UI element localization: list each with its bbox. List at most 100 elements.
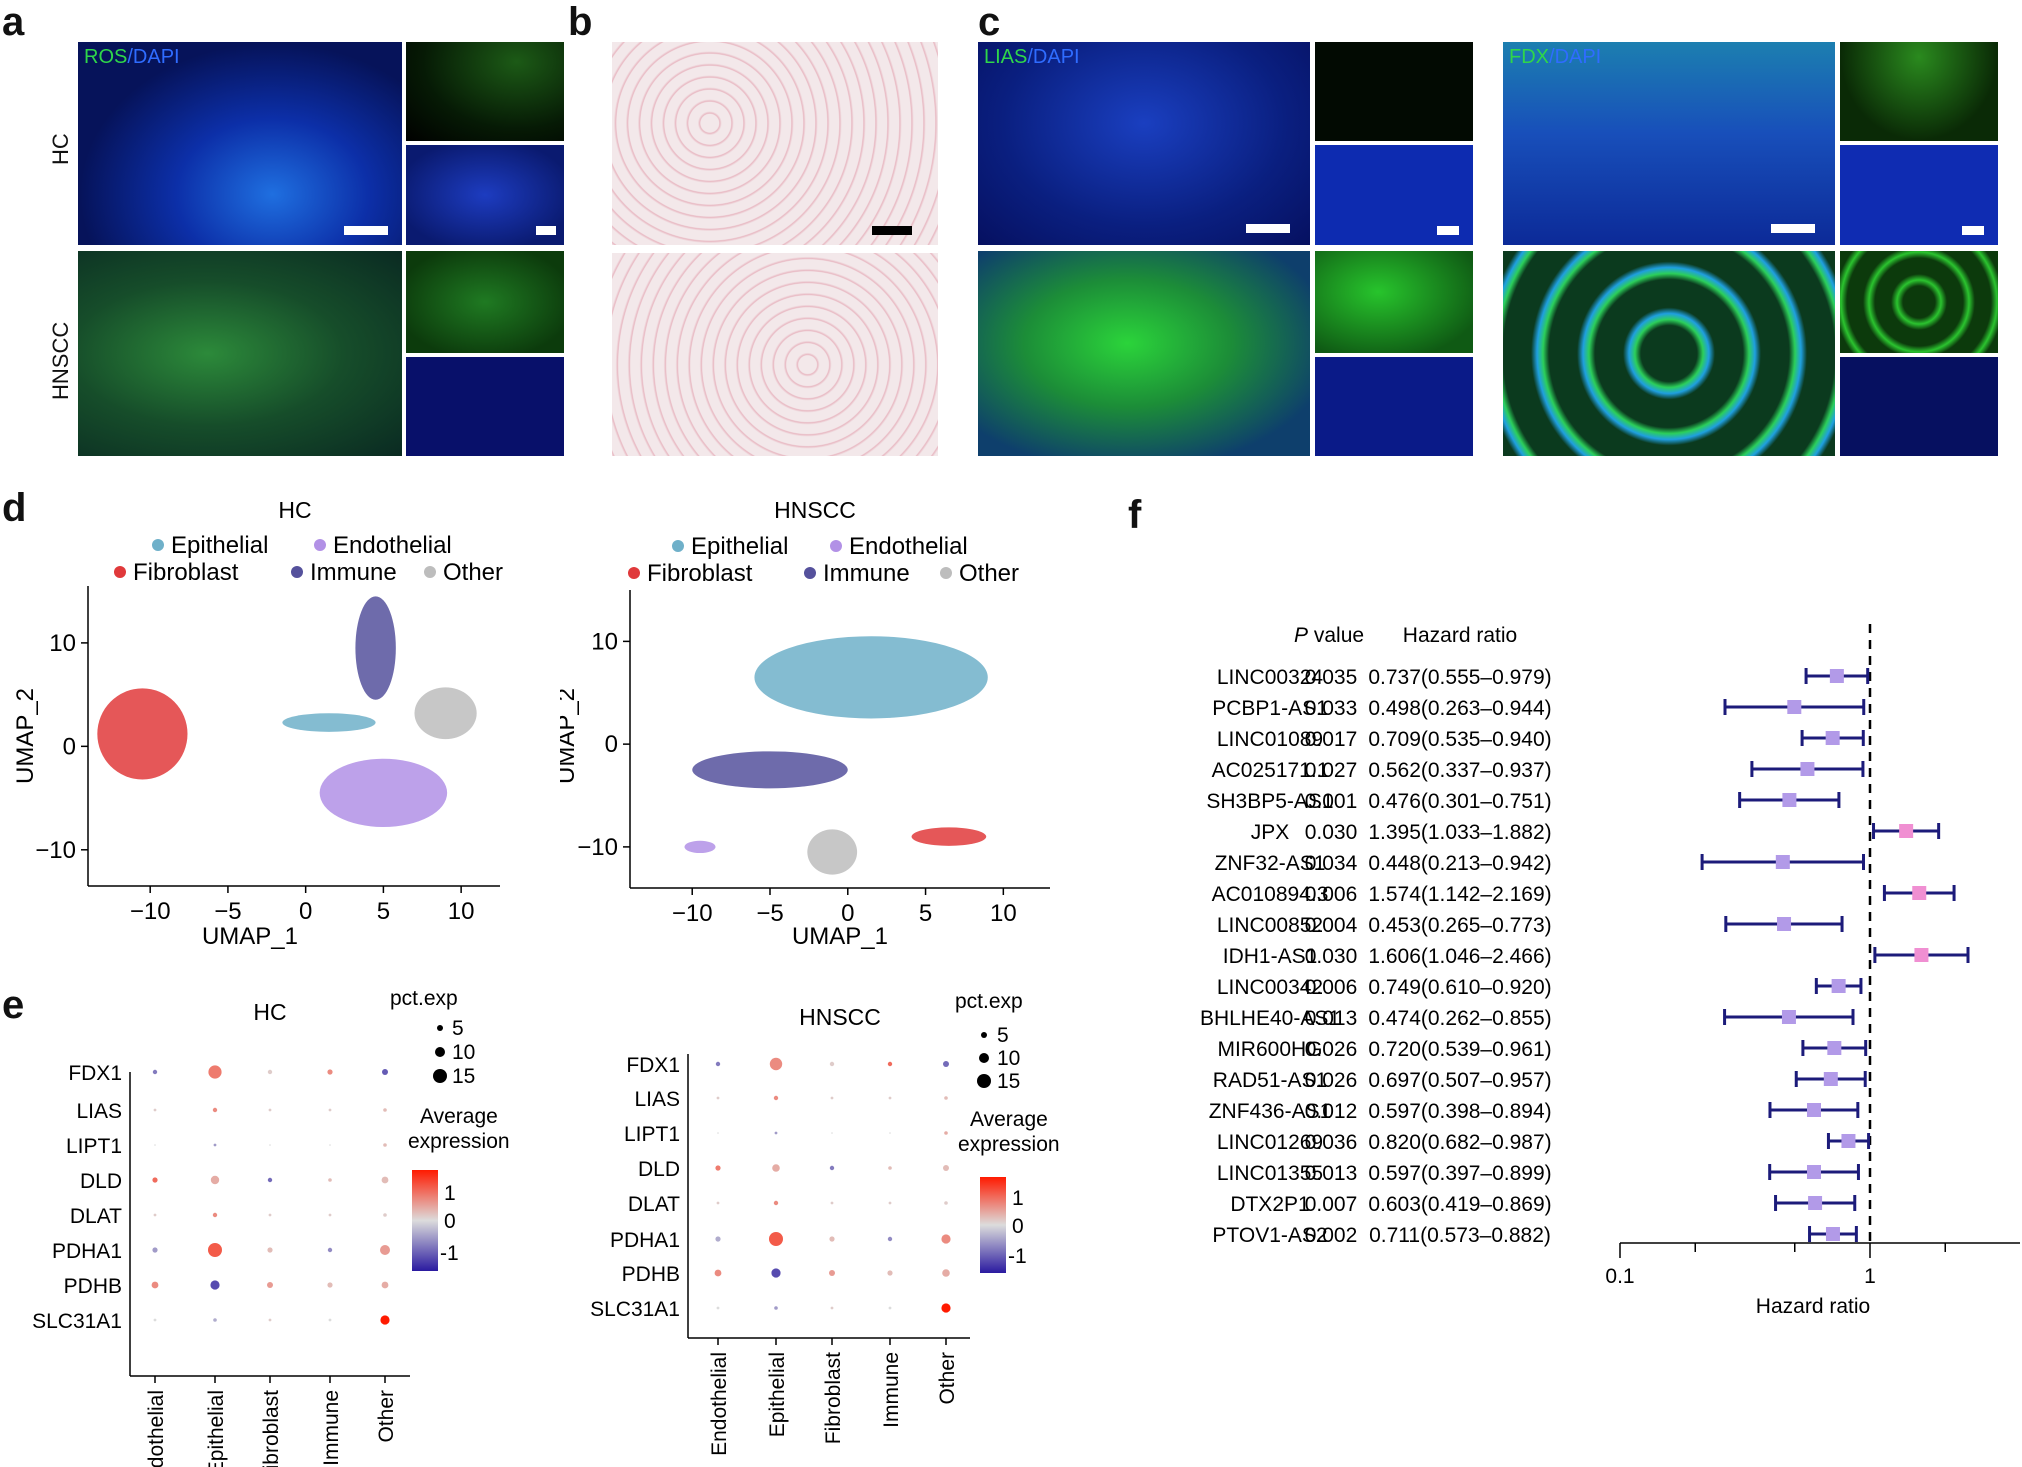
legend-label-epithelial: Epithelial [691,533,788,560]
dot-FDX1-Epithelial [208,1065,222,1079]
forest-hr-text: 0.737(0.555–0.979) [1368,666,1551,689]
forest-p-value: 0.017 [1305,728,1358,751]
dotplot-hc-plot-area: FDX1 LIAS LIPT1 DLD DLAT PDHA1 PDHB SLC31A1 Endo… [32,1062,398,1467]
micrograph-ros-hc-green [406,42,564,141]
gene-label: LIPT1 [624,1123,680,1146]
legend-label-fibroblast: Fibroblast [133,559,239,586]
dot-DLD-Endothelial [152,1177,158,1183]
dot-FDX1-Other [943,1061,949,1067]
y-tick-label: −10 [35,837,76,864]
forest-p-value: 0.026 [1305,1069,1358,1092]
forest-point [1914,948,1929,962]
dot-DLAT-Immune [328,1213,332,1217]
legend-label-epithelial: Epithelial [171,532,268,559]
stain-label: LIAS/DAPI [984,46,1080,68]
forest-gene-label: ZNF32-AS1 [1215,852,1326,875]
umap-hc-title: HC [278,497,311,523]
forest-p-value: 0.004 [1305,914,1358,937]
micrograph-lias-hc-green [1315,42,1473,141]
dot-LIPT1-Immune [329,1144,331,1146]
forest-hr-text: 0.448(0.213–0.942) [1368,852,1551,875]
size-legend-label-10: 10 [997,1047,1020,1070]
micrograph-fdx-hc-merge: FDX/DAPI [1503,42,1835,245]
umap-cluster-endothelial [684,840,716,854]
dot-SLC31A1-Fibroblast [268,1318,272,1322]
legend-dot-endothelial [314,539,326,551]
micrograph-ros-hc-dapi [406,145,564,245]
y-tick-label: 0 [63,733,76,760]
cell-type-label: Epithelial [766,1352,789,1437]
cell-type-label: Other [375,1390,398,1443]
umap-cluster-epithelial [754,636,988,719]
micrograph-lias-hc-merge: LIAS/DAPI [978,42,1310,245]
forest-point [1800,762,1815,776]
dot-SLC31A1-Other [380,1315,390,1325]
dot-SLC31A1-Immune [328,1318,332,1322]
dot-LIAS-Epithelial [212,1107,218,1113]
micrograph-lias-hnscc-merge [978,251,1310,456]
dot-PDHB-Endothelial [714,1269,722,1277]
umap-cluster-other [414,687,477,740]
forest-hr-text: 0.498(0.263–0.944) [1368,697,1551,720]
y-tick-label: 0 [605,731,618,758]
row-label-hnscc: HNSCC [48,321,73,400]
forest-p-value: 0.034 [1305,852,1358,875]
forest-hr-text: 0.474(0.262–0.855) [1368,1007,1551,1030]
forest-p-value: 0.002 [1305,1224,1358,1247]
forest-gene-label: SH3BP5-AS1 [1206,790,1333,813]
micrograph-ros-hnscc-dapi [406,357,564,456]
color-legend-tick-1: 1 [1012,1187,1024,1210]
size-legend-dot-15 [433,1069,447,1083]
dot-SLC31A1-Epithelial [213,1318,217,1322]
forest-x-tick-label: 1 [1864,1265,1876,1288]
forest-hr-text: 0.720(0.539–0.961) [1368,1038,1551,1061]
dot-PDHB-Epithelial [210,1280,220,1290]
umap-hnscc-chart: HNSCC Epithelial Endothelial Fibroblast … [560,497,1050,950]
dot-DLD-Immune [888,1166,892,1170]
dot-FDX1-Endothelial [152,1069,158,1075]
dot-SLC31A1-Endothelial [153,1318,157,1322]
legend-label-immune: Immune [310,559,397,586]
x-tick-label: −10 [672,900,713,927]
color-legend-title-1: Average [970,1108,1048,1131]
legend-label-immune: Immune [823,560,910,587]
forest-hr-text: 1.574(1.142–2.169) [1368,883,1551,906]
gene-label: SLC31A1 [32,1310,122,1333]
forest-p-value: 0.001 [1305,790,1358,813]
scale-bar [536,226,556,235]
dotplot-hnscc-color-legend: Average expression 1 0 -1 [958,1108,1060,1273]
forest-p-value: 0.030 [1305,821,1358,844]
y-tick-label: −10 [577,834,618,861]
dot-SLC31A1-Other [941,1303,951,1313]
forest-p-value: 0.027 [1305,759,1358,782]
size-legend-dot-10 [435,1047,445,1057]
color-legend-tick-1: 1 [444,1182,456,1205]
umap-cluster-fibroblast [911,827,987,846]
dot-PDHA1-Epithelial [769,1232,783,1246]
dot-DLD-Immune [328,1178,332,1182]
dotplot-hnscc-chart: HNSCC FDX1 LIAS LIPT1 DLD DLAT PDHA1 PDHB SLC31… [590,990,1060,1456]
dot-DLAT-Other [383,1213,387,1217]
size-legend-dot-10 [979,1053,989,1063]
legend-dot-fibroblast [628,567,640,579]
dot-FDX1-Other [382,1069,388,1075]
forest-gene-label: DTX2P1 [1230,1193,1309,1216]
stain-label: FDX/DAPI [1509,46,1602,68]
size-legend-label-15: 15 [997,1070,1020,1093]
legend-dot-other [940,567,952,579]
stain-label: ROS/DAPI [84,46,180,68]
umap-cluster-epithelial [282,713,376,732]
forest-gene-label: ZNF436-AS1 [1209,1100,1332,1123]
dot-LIAS-Endothelial [153,1108,157,1112]
forest-hr-text: 0.697(0.507–0.957) [1368,1069,1551,1092]
umap-cluster-fibroblast [97,688,188,780]
dot-DLD-Fibroblast [267,1177,273,1183]
micrograph-lias-hc-dapi [1315,145,1473,245]
forest-point [1775,855,1790,869]
color-legend-title-2: expression [958,1133,1060,1156]
size-legend-label-5: 5 [997,1024,1009,1047]
dot-DLD-Epithelial [772,1164,780,1172]
panel-label-e: e [2,983,25,1027]
forest-x-tick-label: 0.1 [1605,1265,1634,1288]
y-tick-label: 10 [591,628,618,655]
